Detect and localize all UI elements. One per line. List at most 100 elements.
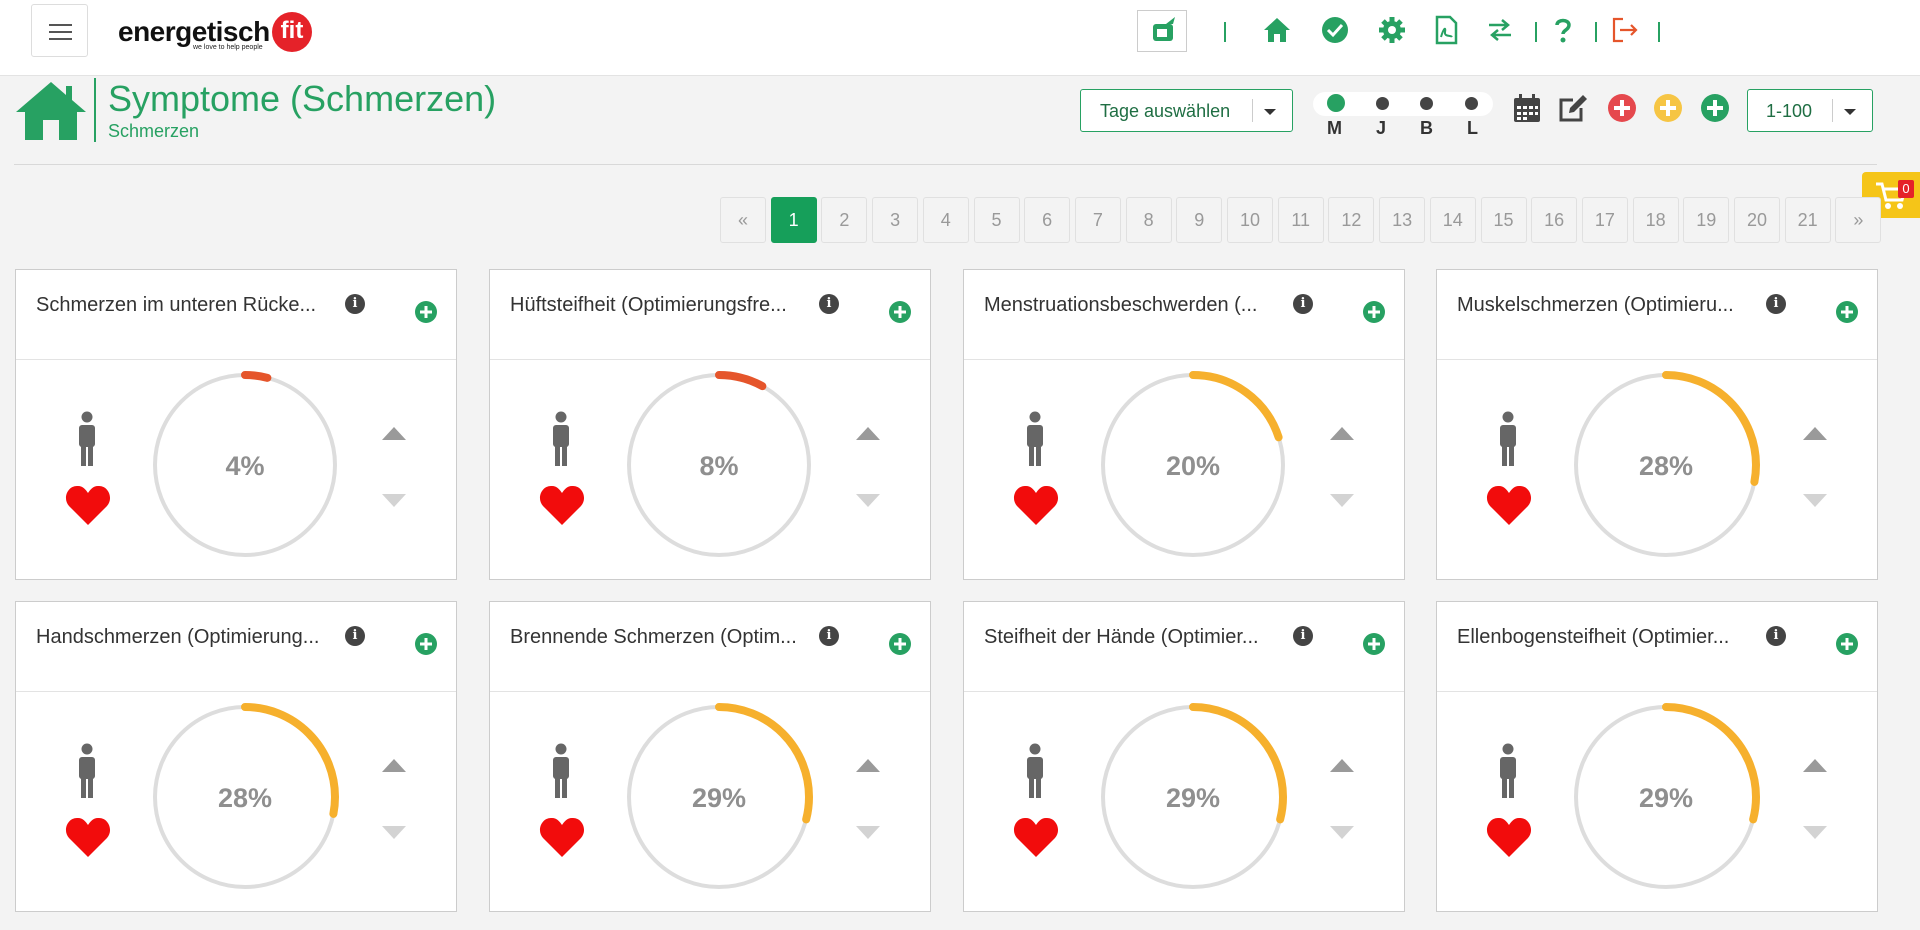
add-entry-icon[interactable]	[1362, 632, 1386, 656]
help-icon[interactable]	[1548, 15, 1578, 45]
pdf-file-icon[interactable]	[1431, 15, 1461, 45]
day-part-dot-j[interactable]	[1376, 97, 1389, 110]
page-11[interactable]: 11	[1277, 197, 1324, 243]
progress-arc	[151, 371, 339, 559]
home-large-icon[interactable]	[14, 80, 88, 142]
add-entry-icon[interactable]	[888, 300, 912, 324]
arrow-up-icon[interactable]	[1803, 427, 1827, 440]
page-17[interactable]: 17	[1581, 197, 1628, 243]
home-icon[interactable]	[1262, 15, 1292, 45]
symptom-card: Menstruationsbeschwerden (... i 20%	[963, 269, 1405, 580]
info-icon[interactable]: i	[345, 626, 365, 646]
person-icon	[79, 411, 95, 466]
progress-value: 29%	[1165, 783, 1221, 813]
add-entry-icon[interactable]	[888, 632, 912, 656]
next-page-button[interactable]: »	[1835, 197, 1882, 243]
add-entry-icon[interactable]	[1362, 300, 1386, 324]
page-12[interactable]: 12	[1328, 197, 1375, 243]
arrow-down-icon[interactable]	[856, 826, 880, 839]
page-3[interactable]: 3	[872, 197, 919, 243]
card-title: Steifheit der Hände (Optimier...	[984, 626, 1259, 648]
days-select[interactable]: Tage auswählen	[1080, 89, 1293, 132]
page-10[interactable]: 10	[1227, 197, 1273, 243]
progress-arc	[1099, 371, 1287, 559]
heart-icon[interactable]	[65, 816, 111, 858]
card-title: Schmerzen im unteren Rücke...	[36, 294, 317, 316]
swap-icon[interactable]	[1485, 15, 1515, 45]
heart-icon[interactable]	[539, 484, 585, 526]
hamburger-menu-button[interactable]	[31, 4, 88, 57]
page-title: Symptome (Schmerzen)	[108, 78, 497, 119]
add-entry-icon[interactable]	[414, 300, 438, 324]
arrow-up-icon[interactable]	[856, 427, 880, 440]
info-icon[interactable]: i	[1766, 626, 1786, 646]
arrow-down-icon[interactable]	[382, 826, 406, 839]
add-red-icon[interactable]	[1606, 92, 1638, 124]
progress-arc	[1572, 703, 1760, 891]
page-18[interactable]: 18	[1632, 197, 1679, 243]
arrow-down-icon[interactable]	[1330, 826, 1354, 839]
arrow-up-icon[interactable]	[1330, 759, 1354, 772]
card-header: Ellenbogensteifheit (Optimier... i	[1437, 602, 1877, 692]
arrow-up-icon[interactable]	[382, 759, 406, 772]
day-part-dot-b[interactable]	[1420, 97, 1433, 110]
page-6[interactable]: 6	[1024, 197, 1071, 243]
chat-icon[interactable]	[1137, 10, 1187, 52]
add-entry-icon[interactable]	[1835, 632, 1859, 656]
card-title: Muskelschmerzen (Optimieru...	[1457, 294, 1734, 316]
arrow-up-icon[interactable]	[382, 427, 406, 440]
page-16[interactable]: 16	[1531, 197, 1578, 243]
calendar-icon[interactable]	[1511, 92, 1543, 124]
heart-icon[interactable]	[1013, 816, 1059, 858]
gear-icon[interactable]	[1377, 15, 1407, 45]
card-header: Brennende Schmerzen (Optim... i	[490, 602, 930, 692]
card-title: Handschmerzen (Optimierung...	[36, 626, 320, 648]
logout-icon[interactable]	[1610, 15, 1640, 45]
heart-icon[interactable]	[65, 484, 111, 526]
page-21[interactable]: 21	[1784, 197, 1831, 243]
arrow-up-icon[interactable]	[1330, 427, 1354, 440]
page-4[interactable]: 4	[922, 197, 969, 243]
arrow-down-icon[interactable]	[856, 494, 880, 507]
page-8[interactable]: 8	[1125, 197, 1172, 243]
heart-icon[interactable]	[1013, 484, 1059, 526]
page-15[interactable]: 15	[1480, 197, 1527, 243]
info-icon[interactable]: i	[1293, 626, 1313, 646]
person-icon	[553, 411, 569, 466]
heart-icon[interactable]	[1486, 816, 1532, 858]
page-subtitle: Schmerzen	[108, 121, 200, 141]
page-2[interactable]: 2	[821, 197, 868, 243]
page-7[interactable]: 7	[1074, 197, 1121, 243]
page-19[interactable]: 19	[1683, 197, 1730, 243]
heart-icon[interactable]	[539, 816, 585, 858]
arrow-up-icon[interactable]	[856, 759, 880, 772]
page-1[interactable]: 1	[770, 197, 817, 243]
add-entry-icon[interactable]	[1835, 300, 1859, 324]
arrow-down-icon[interactable]	[382, 494, 406, 507]
page-20[interactable]: 20	[1734, 197, 1780, 243]
day-part-dot-m[interactable]	[1327, 94, 1345, 112]
page-14[interactable]: 14	[1429, 197, 1476, 243]
add-entry-icon[interactable]	[414, 632, 438, 656]
prev-page-button[interactable]: «	[720, 197, 766, 243]
info-icon[interactable]: i	[1293, 294, 1313, 314]
page-13[interactable]: 13	[1379, 197, 1426, 243]
info-icon[interactable]: i	[345, 294, 365, 314]
arrow-down-icon[interactable]	[1330, 494, 1354, 507]
info-icon[interactable]: i	[1766, 294, 1786, 314]
progress-value: 29%	[691, 783, 747, 813]
page-5[interactable]: 5	[973, 197, 1020, 243]
arrow-up-icon[interactable]	[1803, 759, 1827, 772]
heart-icon[interactable]	[1486, 484, 1532, 526]
arrow-down-icon[interactable]	[1803, 494, 1827, 507]
day-part-dot-l[interactable]	[1465, 97, 1478, 110]
edit-icon[interactable]	[1557, 92, 1589, 124]
info-icon[interactable]: i	[819, 294, 839, 314]
check-circle-icon[interactable]	[1320, 15, 1350, 45]
range-select[interactable]: 1-100	[1747, 89, 1873, 132]
page-9[interactable]: 9	[1176, 197, 1223, 243]
add-green-icon[interactable]	[1699, 92, 1731, 124]
arrow-down-icon[interactable]	[1803, 826, 1827, 839]
info-icon[interactable]: i	[819, 626, 839, 646]
add-yellow-icon[interactable]	[1652, 92, 1684, 124]
